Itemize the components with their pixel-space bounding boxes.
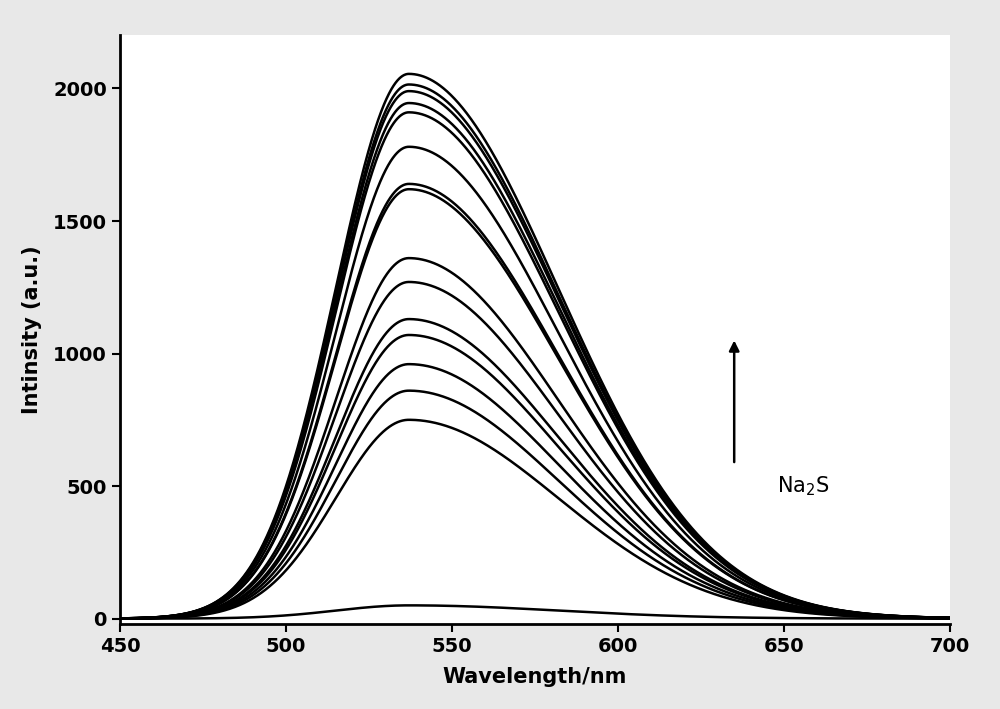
Text: Na$_2$S: Na$_2$S [777, 474, 830, 498]
Y-axis label: Intinsity (a.u.): Intinsity (a.u.) [22, 245, 42, 414]
X-axis label: Wavelength/nm: Wavelength/nm [443, 667, 627, 687]
